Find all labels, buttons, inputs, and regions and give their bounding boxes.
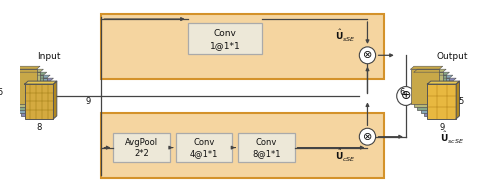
FancyBboxPatch shape: [176, 133, 233, 162]
Text: Output: Output: [436, 52, 468, 61]
Text: 9: 9: [86, 97, 91, 106]
Text: 9: 9: [439, 123, 444, 132]
Circle shape: [360, 128, 376, 145]
Text: 5: 5: [0, 88, 2, 97]
FancyBboxPatch shape: [238, 133, 294, 162]
Polygon shape: [424, 78, 456, 81]
Text: ⊗: ⊗: [363, 132, 372, 142]
Text: Input: Input: [38, 52, 61, 61]
Polygon shape: [22, 81, 50, 116]
Polygon shape: [418, 75, 446, 110]
Text: 6: 6: [399, 88, 404, 97]
FancyBboxPatch shape: [102, 113, 384, 178]
Polygon shape: [18, 75, 50, 78]
Circle shape: [396, 87, 415, 105]
Polygon shape: [14, 72, 46, 75]
Text: Conv: Conv: [256, 138, 277, 147]
FancyBboxPatch shape: [114, 133, 170, 162]
Polygon shape: [410, 66, 442, 69]
Polygon shape: [420, 75, 453, 78]
Text: $\hat{\mathbf{U}}_{scSE}$: $\hat{\mathbf{U}}_{scSE}$: [440, 130, 464, 146]
Polygon shape: [428, 84, 456, 119]
Text: ⊕: ⊕: [400, 90, 411, 103]
Polygon shape: [418, 72, 450, 75]
Text: 6: 6: [418, 84, 424, 94]
Text: 4@1*1: 4@1*1: [190, 149, 218, 159]
Polygon shape: [8, 69, 36, 104]
Polygon shape: [14, 75, 44, 110]
Polygon shape: [12, 72, 40, 107]
Text: 8@1*1: 8@1*1: [252, 149, 280, 159]
Polygon shape: [22, 78, 54, 81]
Text: $\hat{\mathbf{U}}_{sSE}$: $\hat{\mathbf{U}}_{sSE}$: [335, 28, 355, 44]
Text: 1@1*1: 1@1*1: [210, 41, 240, 50]
Polygon shape: [8, 66, 40, 69]
Text: Conv: Conv: [214, 29, 236, 38]
Text: $\hat{\mathbf{U}}_{cSE}$: $\hat{\mathbf{U}}_{cSE}$: [334, 148, 355, 164]
Text: 2*2: 2*2: [134, 149, 149, 159]
Polygon shape: [414, 69, 446, 72]
FancyBboxPatch shape: [188, 23, 262, 54]
Polygon shape: [24, 81, 57, 84]
Text: AvgPool: AvgPool: [125, 138, 158, 147]
Polygon shape: [414, 72, 442, 107]
Polygon shape: [420, 78, 450, 113]
Text: 5: 5: [458, 97, 464, 106]
FancyBboxPatch shape: [102, 14, 384, 79]
Polygon shape: [54, 81, 57, 119]
Polygon shape: [18, 78, 46, 113]
Circle shape: [360, 47, 376, 64]
Polygon shape: [24, 84, 54, 119]
Polygon shape: [428, 81, 460, 84]
Polygon shape: [410, 69, 440, 104]
Polygon shape: [456, 81, 460, 119]
Polygon shape: [424, 81, 453, 116]
Text: ⊗: ⊗: [363, 50, 372, 60]
Polygon shape: [12, 69, 44, 72]
Text: 8: 8: [36, 123, 42, 132]
Text: Conv: Conv: [194, 138, 214, 147]
